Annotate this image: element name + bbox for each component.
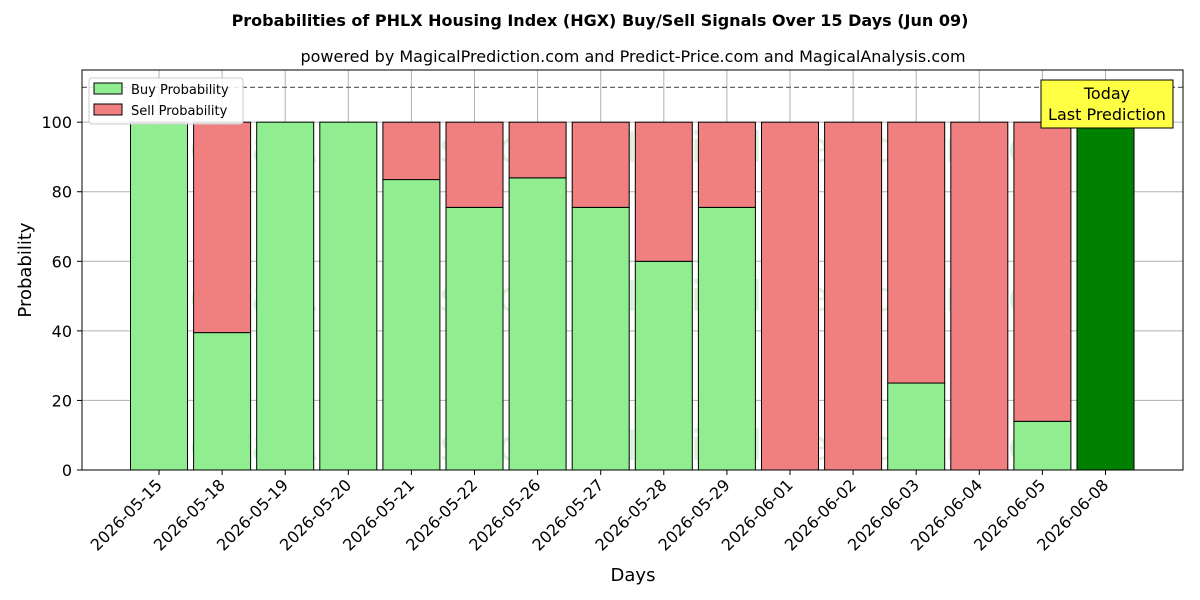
y-tick-label: 60: [52, 252, 72, 271]
y-tick-label: 0: [62, 461, 72, 480]
bar-sell-2026-06-04: [950, 121, 1009, 471]
legend-frame: [88, 77, 244, 125]
bar-sell-2026-05-28: [634, 121, 693, 262]
chart-subtitle: powered by MagicalPrediction.com and Pre…: [300, 47, 965, 66]
today-box: [1040, 79, 1174, 129]
bar-sell-2026-06-02: [824, 121, 883, 471]
bar-sell-2026-05-26: [508, 121, 567, 179]
bar-sell-2026-05-27: [571, 121, 630, 208]
bar-buy-2026-05-27: [571, 206, 630, 471]
y-tick-label: 80: [52, 183, 72, 202]
legend: Buy Probability Sell Probability: [88, 77, 244, 125]
y-tick-label: 40: [52, 322, 72, 341]
y-axis-label: Probability: [15, 222, 36, 317]
bar-buy-2026-05-20: [319, 121, 378, 471]
bar-buy-2026-05-28: [634, 260, 693, 471]
bar-buy-2026-05-15: [130, 121, 188, 471]
bar-buy-2026-05-22: [445, 206, 504, 471]
bar-buy-2026-05-19: [256, 121, 315, 471]
bar-buy-2026-05-21: [382, 179, 441, 471]
bar-buy-2026-06-05: [1013, 420, 1072, 471]
bar-buy-2026-05-29: [697, 206, 756, 471]
bar-sell-2026-06-01: [761, 121, 819, 471]
legend-label-sell: Sell Probability: [131, 104, 228, 119]
bar-sell-2026-05-18: [193, 121, 252, 334]
legend-swatch-sell: [93, 103, 123, 116]
x-axis-ticks: 2026-05-152026-05-182026-05-192026-05-20…: [87, 470, 1112, 555]
bar-sell-2026-06-03: [887, 121, 946, 384]
bar-sell-2026-05-22: [445, 121, 504, 208]
x-axis-label: Days: [611, 565, 656, 586]
bar-sell-2026-05-29: [697, 121, 756, 208]
chart-title: Probabilities of PHLX Housing Index (HGX…: [232, 11, 969, 30]
plot-frame: [81, 69, 1184, 471]
bars: [130, 121, 1135, 471]
bar-sell-2026-05-21: [382, 121, 441, 181]
y-axis-ticks: 0 20 40 60 80 100: [41, 113, 82, 480]
bar-buy-2026-06-03: [887, 382, 946, 471]
today-annotation: Today Last Prediction: [1040, 79, 1174, 129]
legend-swatch-buy: [93, 82, 123, 95]
bar-buy-2026-05-18: [193, 332, 252, 471]
legend-label-buy: Buy Probability: [131, 83, 229, 98]
y-tick-label: 20: [52, 391, 72, 410]
y-tick-label: 100: [41, 113, 72, 132]
bar-buy-2026-06-08: [1076, 121, 1135, 471]
bar-sell-2026-06-05: [1013, 121, 1072, 422]
bar-buy-2026-05-26: [508, 177, 567, 471]
today-label: Today: [1083, 84, 1130, 103]
last-prediction-label: Last Prediction: [1048, 105, 1166, 124]
